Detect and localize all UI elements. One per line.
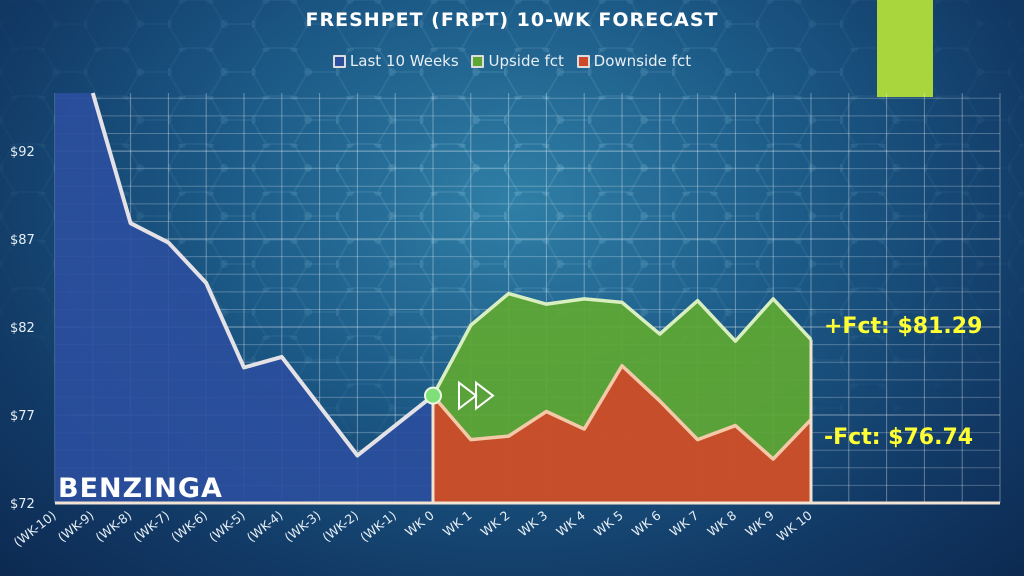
x-tick-label: WK 2 [478, 508, 513, 540]
y-tick-label: $77 [10, 409, 35, 424]
legend: Last 10 Weeks Upside fct Downside fct [0, 52, 1024, 72]
legend-label-history: Last 10 Weeks [349, 52, 459, 70]
legend-label-upside: Upside fct [488, 52, 564, 70]
wk0-marker [424, 386, 442, 405]
x-tick-label: WK 8 [704, 508, 739, 540]
chart-title: FRESHPET (FRPT) 10-WK FORECAST [305, 9, 719, 31]
x-tick-label: WK 1 [440, 508, 475, 540]
legend-swatch-history [332, 54, 346, 68]
history-area [55, 93, 433, 503]
x-tick-label: WK 9 [742, 508, 777, 540]
x-tick-label: (WK-5) [206, 508, 248, 545]
x-tick-label: WK 6 [629, 508, 664, 540]
history-line [90, 92, 435, 458]
legend-swatch-upside [471, 54, 485, 68]
downside-area [433, 365, 811, 503]
fast-forward-icon [458, 380, 478, 411]
fast-forward-icon [475, 380, 495, 411]
upside-forecast-label: +Fct: $81.29 [824, 314, 983, 339]
x-tick-label: (WK-8) [93, 508, 135, 545]
x-tick-label: (WK-2) [319, 508, 361, 545]
legend-label-downside: Downside fct [593, 52, 692, 70]
x-tick-label: (WK-1) [357, 508, 399, 545]
legend-item-history: Last 10 Weeks [332, 52, 459, 70]
legend-item-upside: Upside fct [471, 52, 564, 70]
x-tick-label: (WK-4) [244, 508, 286, 545]
accent-box [877, 0, 933, 97]
y-tick-label: $82 [10, 321, 35, 336]
downside-line [431, 363, 813, 461]
x-tick-label: WK 3 [515, 508, 550, 540]
downside-forecast-label: -Fct: $76.74 [824, 425, 974, 450]
x-tick-label: (WK-3) [282, 508, 324, 545]
x-tick-label: (WK-6) [168, 508, 210, 545]
legend-item-downside: Downside fct [576, 52, 692, 70]
legend-swatch-downside [576, 54, 590, 68]
x-tick-label: (WK-10) [11, 508, 59, 550]
x-tick-label: WK 7 [667, 508, 702, 540]
x-tick-label: WK 4 [553, 508, 588, 540]
x-tick-label: WK 5 [591, 508, 626, 540]
benzinga-logo: BENZINGA [58, 473, 223, 504]
x-tick-label: (WK-9) [55, 508, 97, 545]
upside-line [431, 291, 813, 397]
x-tick-label: WK 10 [774, 508, 815, 545]
y-tick-label: $92 [10, 145, 35, 160]
x-tick-label: (WK-7) [130, 508, 172, 545]
y-tick-label: $87 [10, 233, 35, 248]
y-tick-label: $72 [10, 497, 35, 512]
x-tick-label: WK 0 [402, 508, 437, 540]
